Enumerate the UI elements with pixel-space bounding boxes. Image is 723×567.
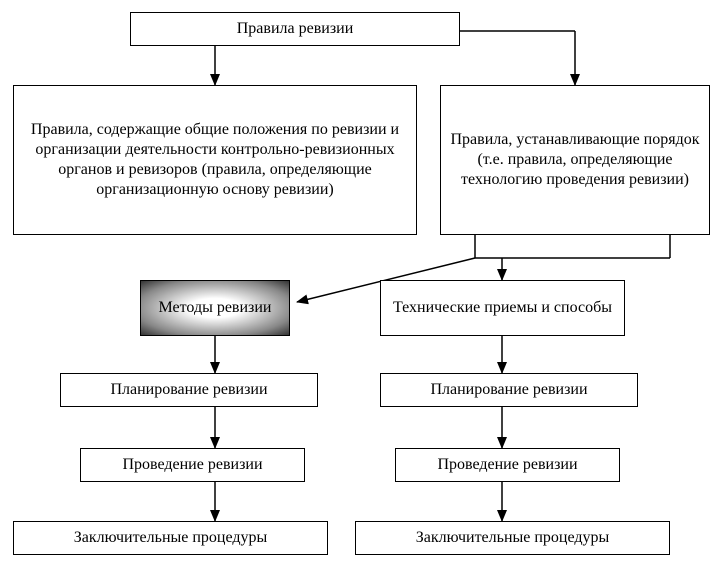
node-final_left: Заключительные процедуры <box>13 521 328 555</box>
node-label: Проведение ревизии <box>437 455 577 475</box>
node-final_right: Заключительные процедуры <box>355 521 670 555</box>
node-label: Заключительные процедуры <box>416 528 610 548</box>
node-methods: Методы ревизии <box>140 280 290 336</box>
node-label: Правила, устанавливающие порядок (т.е. п… <box>447 130 703 190</box>
node-label: Правила, содержащие общие положения по р… <box>20 120 410 200</box>
node-label: Планирование ревизии <box>110 380 267 400</box>
node-label: Правила ревизии <box>237 19 354 39</box>
node-label: Проведение ревизии <box>122 455 262 475</box>
node-label: Планирование ревизии <box>430 380 587 400</box>
flowchart-canvas: Правила ревизии Правила, содержащие общие… <box>0 0 723 567</box>
node-right_big: Правила, устанавливающие порядок (т.е. п… <box>440 85 710 235</box>
node-label: Методы ревизии <box>159 298 272 318</box>
node-plan_right: Планирование ревизии <box>380 373 638 407</box>
node-conduct_right: Проведение ревизии <box>395 448 620 482</box>
node-root: Правила ревизии <box>130 12 460 46</box>
node-tech: Технические приемы и способы <box>380 280 625 336</box>
node-label: Технические приемы и способы <box>393 298 612 318</box>
node-label: Заключительные процедуры <box>74 528 268 548</box>
node-left_big: Правила, содержащие общие положения по р… <box>13 85 417 235</box>
node-plan_left: Планирование ревизии <box>60 373 318 407</box>
node-conduct_left: Проведение ревизии <box>80 448 305 482</box>
